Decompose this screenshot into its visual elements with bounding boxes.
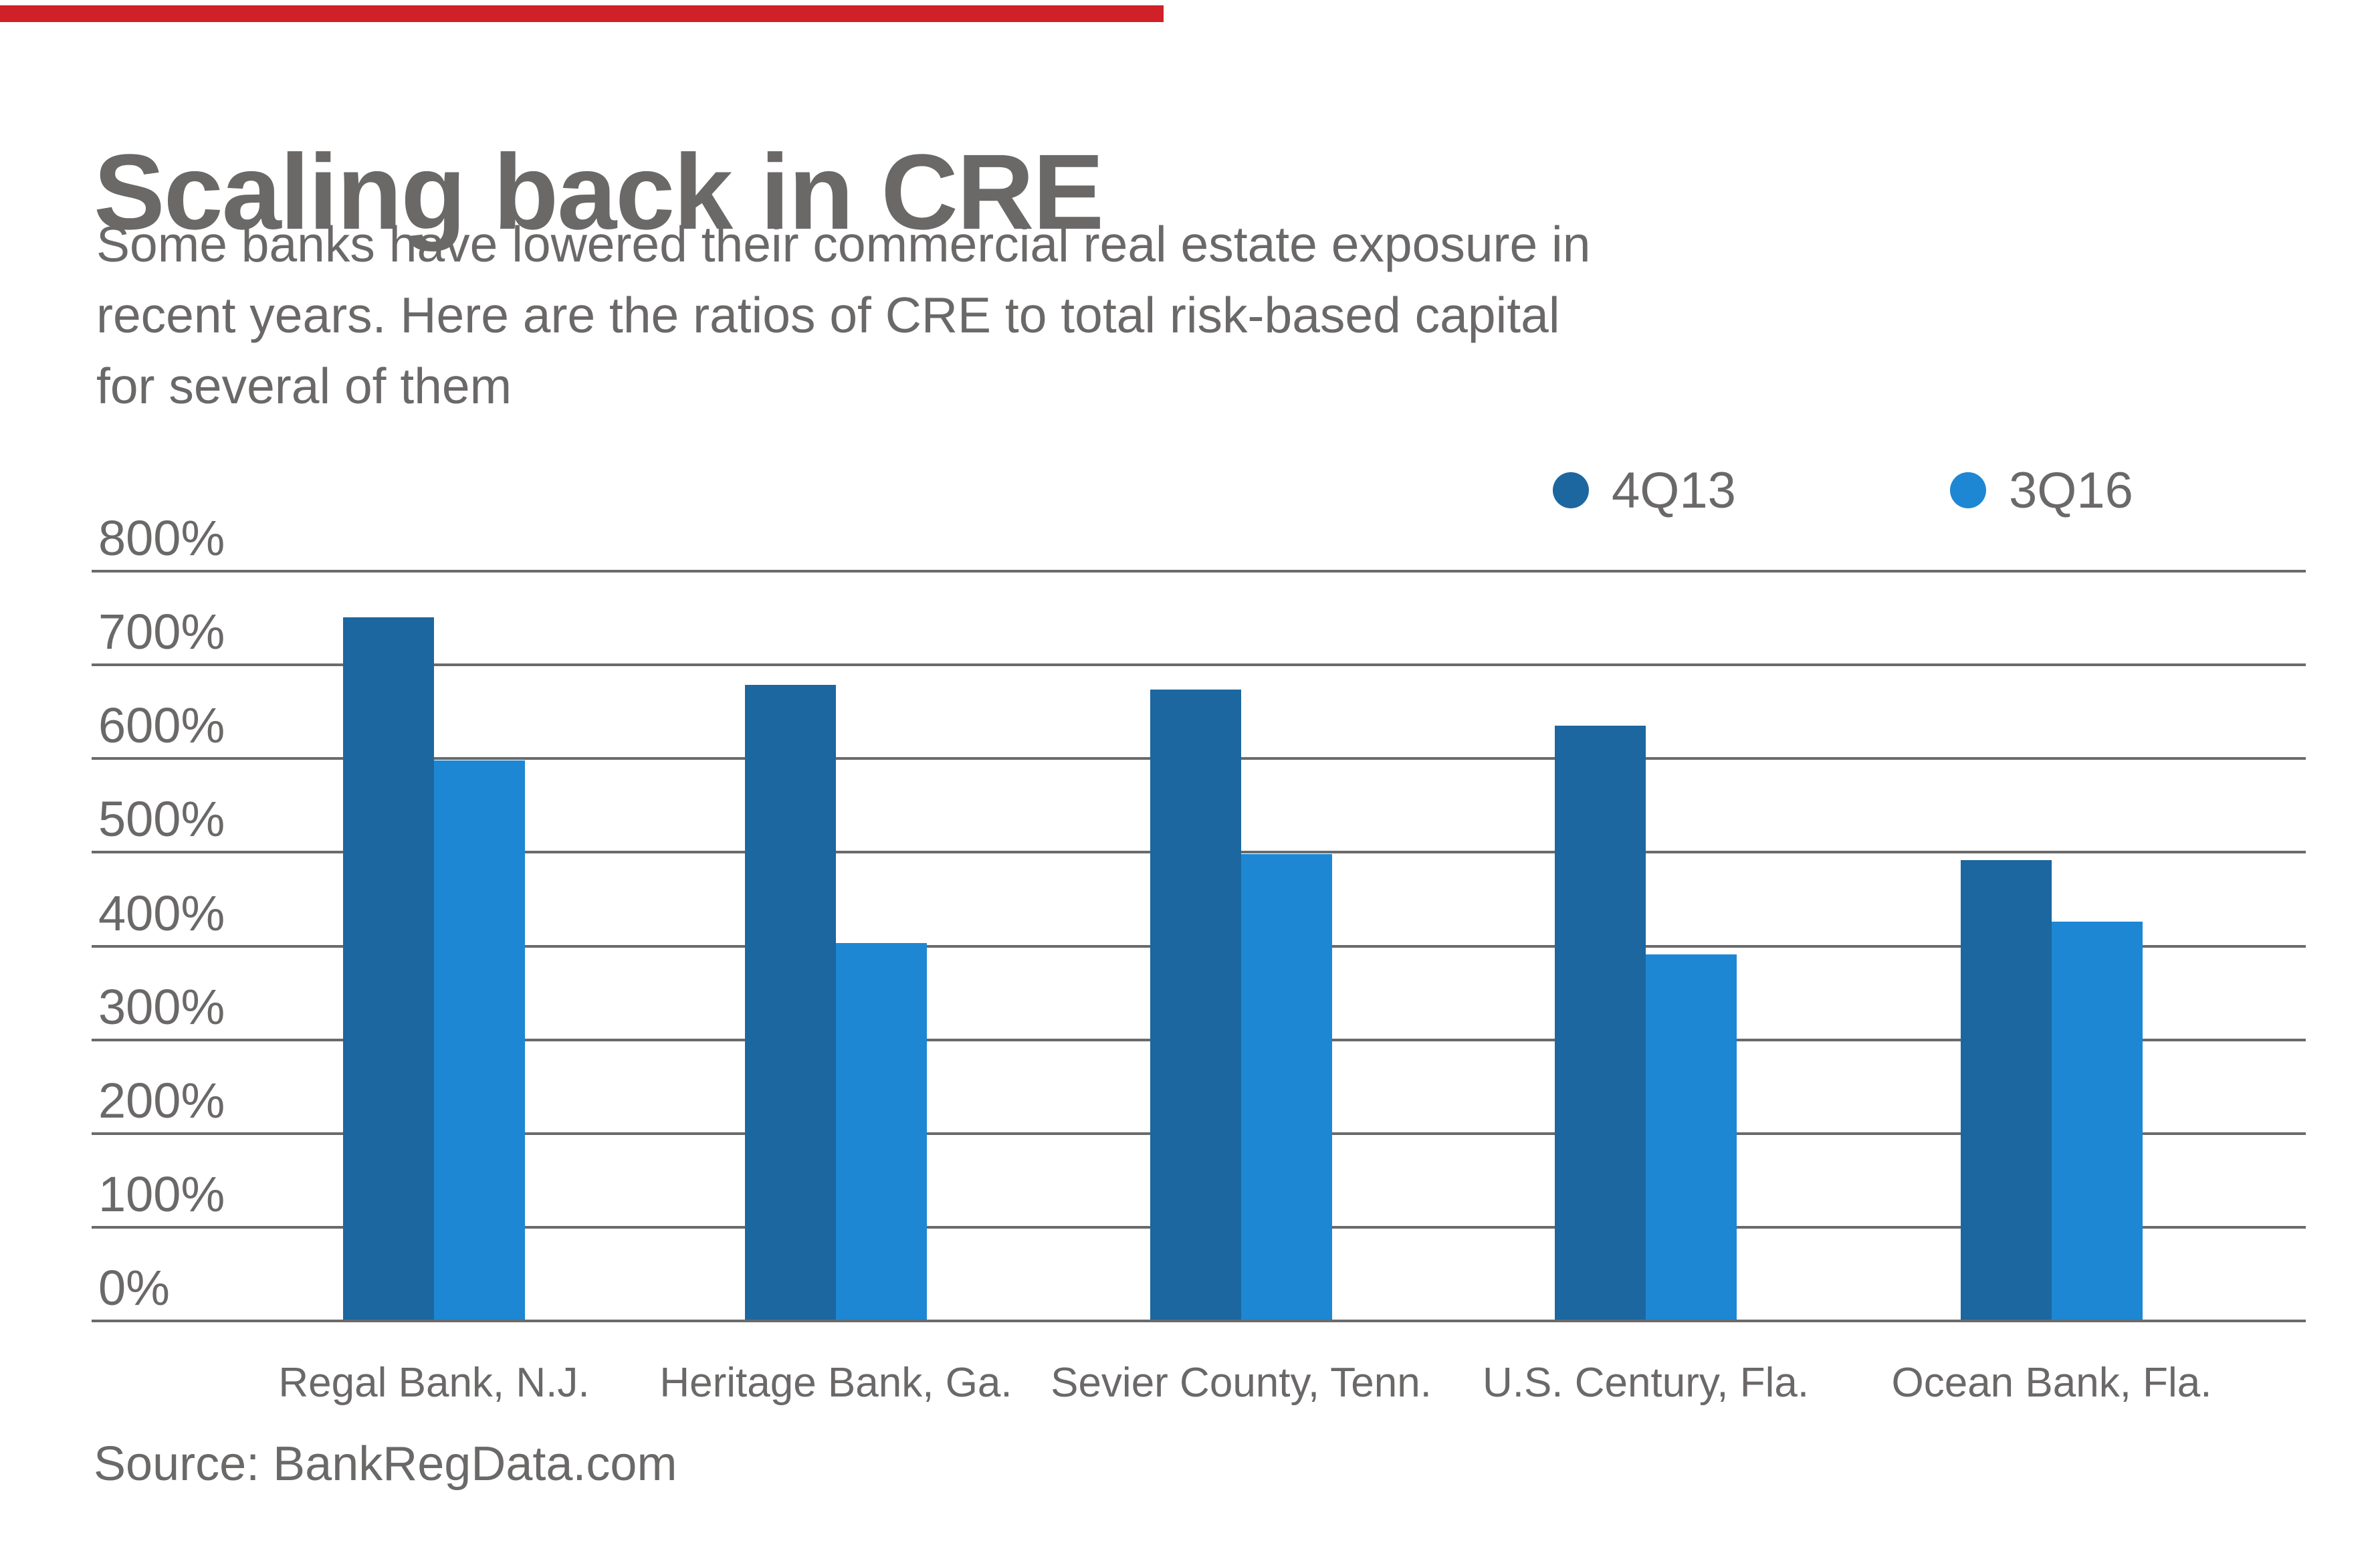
y-axis-tick-200pct: 200% bbox=[98, 1072, 225, 1128]
chart-title: Scaling back in CRE bbox=[94, 132, 1104, 252]
legend-dot-4q13-icon bbox=[1553, 472, 1589, 508]
x-axis-label-regal-bank-n-j: Regal Bank, N.J. bbox=[278, 1360, 590, 1406]
bar-4q13-heritage-bank-ga bbox=[745, 685, 836, 1321]
x-axis-label-heritage-bank-ga: Heritage Bank, Ga. bbox=[659, 1360, 1012, 1406]
y-axis-tick-800pct: 800% bbox=[98, 510, 225, 566]
x-axis-label-u-s-century-fla: U.S. Century, Fla. bbox=[1482, 1360, 1810, 1406]
gridline-700pct bbox=[92, 663, 2306, 667]
legend-label-3q16: 3Q16 bbox=[2009, 461, 2133, 519]
bar-3q16-sevier-county-tenn bbox=[1241, 854, 1332, 1321]
subtitle-line-2: recent years. Here are the ratios of CRE… bbox=[96, 287, 1560, 343]
y-axis-tick-0pct: 0% bbox=[98, 1260, 170, 1316]
bar-4q13-sevier-county-tenn bbox=[1150, 690, 1241, 1321]
bar-4q13-regal-bank-n-j bbox=[343, 617, 434, 1321]
bar-3q16-regal-bank-n-j bbox=[434, 760, 525, 1321]
x-axis-label-sevier-county-tenn: Sevier County, Tenn. bbox=[1051, 1360, 1432, 1406]
legend-item-3q16: 3Q16 bbox=[1950, 460, 2133, 520]
gridline-800pct bbox=[92, 570, 2306, 573]
legend-item-4q13: 4Q13 bbox=[1553, 460, 1736, 520]
y-axis-tick-600pct: 600% bbox=[98, 698, 225, 754]
y-axis-tick-500pct: 500% bbox=[98, 791, 225, 847]
bar-4q13-ocean-bank-fla bbox=[1961, 860, 2052, 1321]
x-axis-label-ocean-bank-fla: Ocean Bank, Fla. bbox=[1891, 1360, 2212, 1406]
subtitle-line-1: Some banks have lowered their commercial… bbox=[96, 216, 1591, 272]
bar-3q16-u-s-century-fla bbox=[1646, 954, 1737, 1321]
red-accent-bar bbox=[0, 5, 1164, 22]
y-axis-tick-300pct: 300% bbox=[98, 978, 225, 1035]
bar-4q13-u-s-century-fla bbox=[1555, 726, 1646, 1321]
plot-area: 800% 700% 600% 500% 400% 300% 200% 100% 0% Regal … bbox=[92, 514, 2306, 1404]
legend-dot-3q16-icon bbox=[1950, 472, 1986, 508]
bar-3q16-ocean-bank-fla bbox=[2052, 922, 2143, 1321]
y-axis-tick-100pct: 100% bbox=[98, 1166, 225, 1222]
y-axis-tick-400pct: 400% bbox=[98, 885, 225, 941]
legend: 4Q13 3Q16 bbox=[0, 460, 2380, 520]
legend-label-4q13: 4Q13 bbox=[1612, 461, 1736, 519]
chart-subtitle: Some banks have lowered their commercial… bbox=[96, 209, 1590, 421]
y-axis-tick-700pct: 700% bbox=[98, 604, 225, 660]
source-note: Source: BankRegData.com bbox=[94, 1437, 677, 1491]
gridline-0pct bbox=[92, 1320, 2306, 1322]
bar-3q16-heritage-bank-ga bbox=[836, 943, 927, 1321]
subtitle-line-3: for several of them bbox=[96, 358, 512, 414]
